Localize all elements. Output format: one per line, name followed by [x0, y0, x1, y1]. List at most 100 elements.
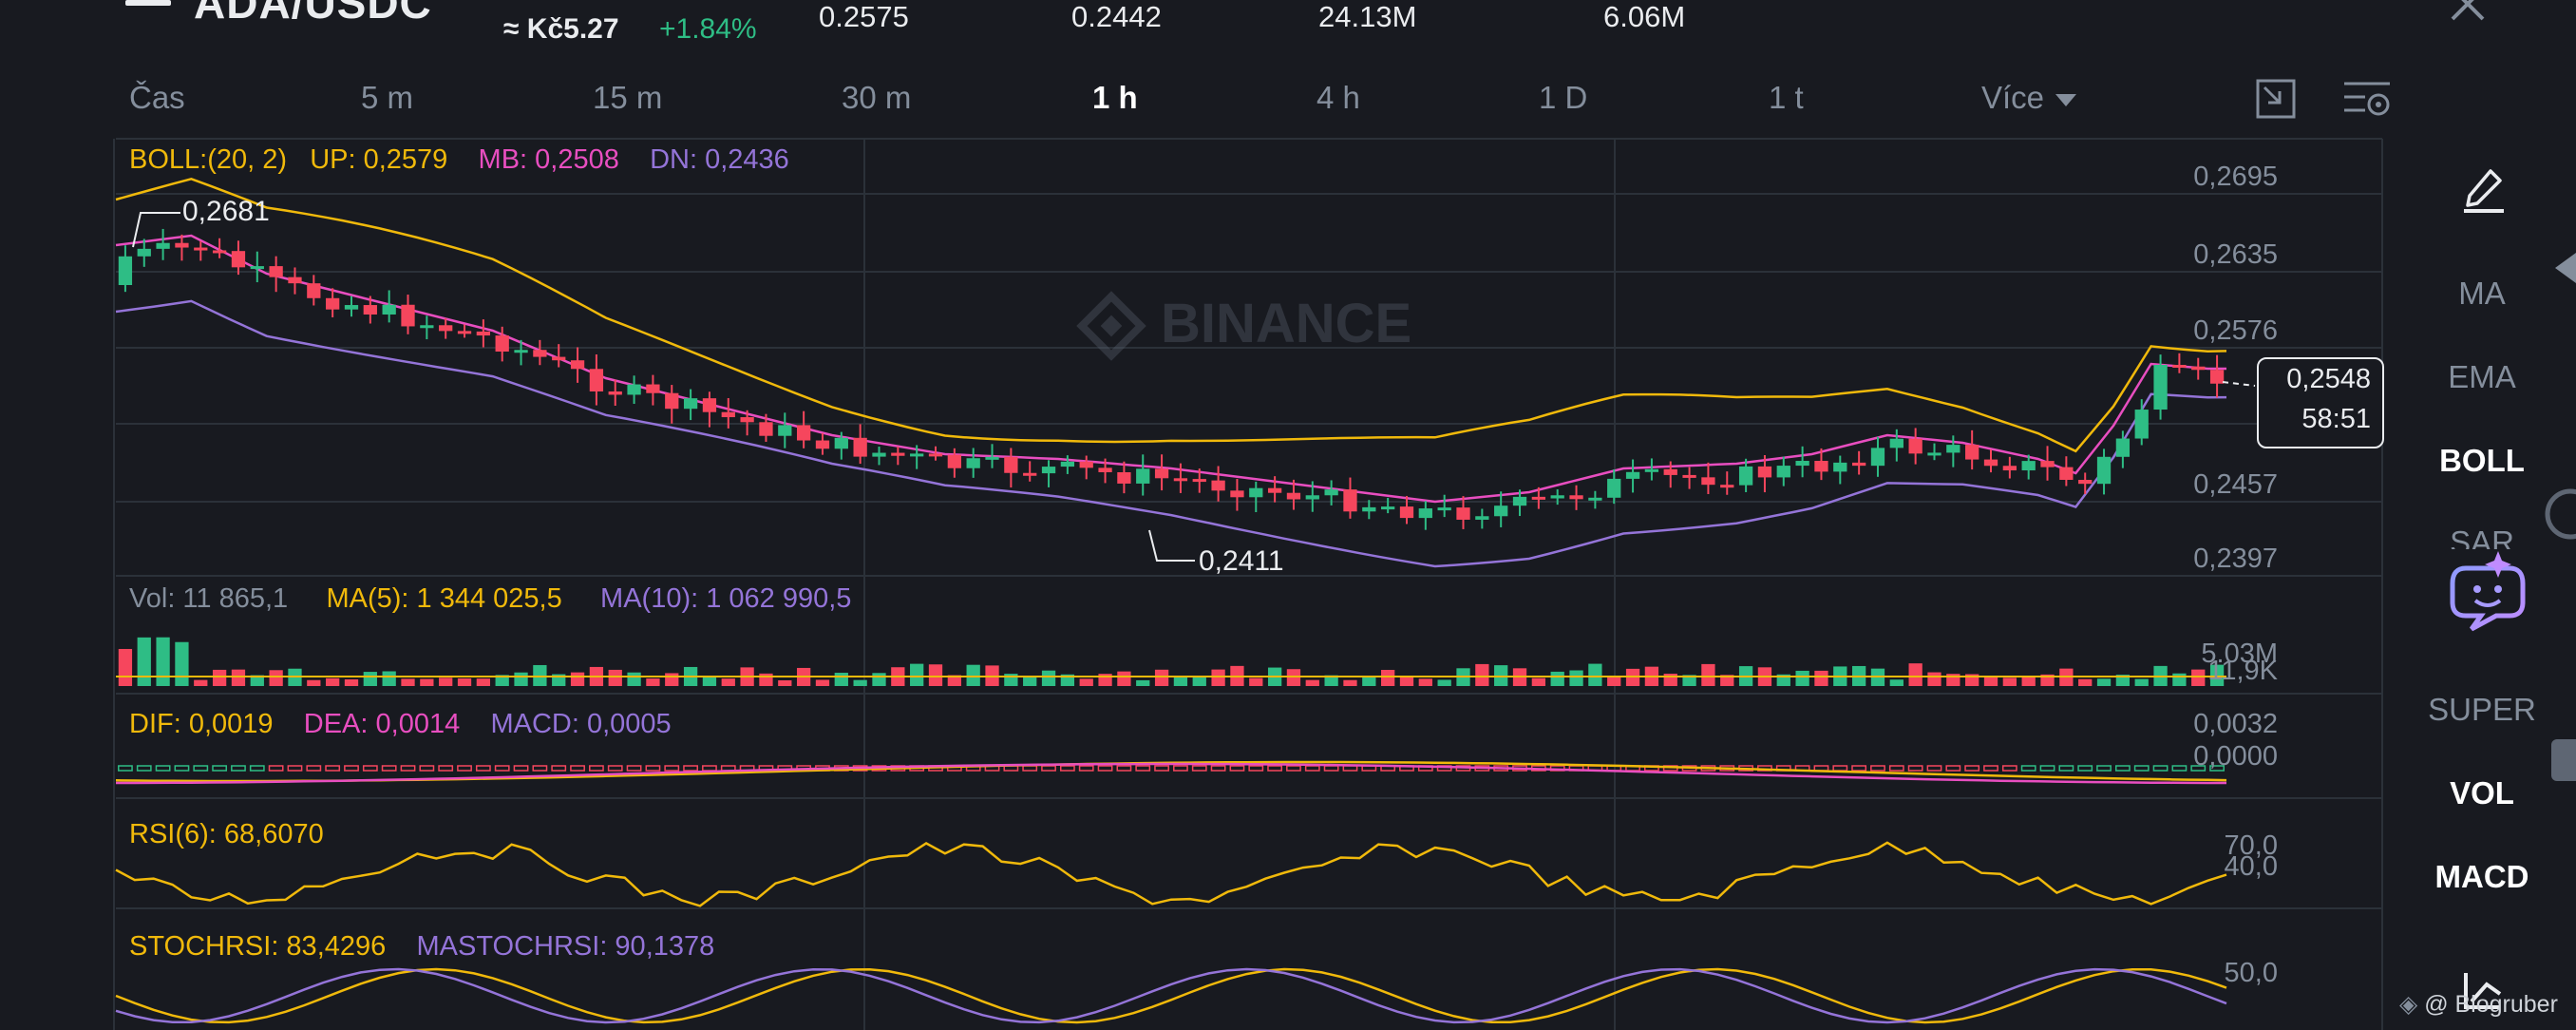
candle-body	[1908, 438, 1923, 454]
macd-bar	[212, 765, 228, 772]
rsi-line	[115, 841, 2227, 907]
candle-body	[985, 456, 999, 460]
candle-body	[1569, 495, 1583, 500]
macd-legend: DIF: 0,0019 DEA: 0,0014 MACD: 0,0005	[129, 709, 672, 740]
tab-time[interactable]: Čas	[129, 80, 185, 115]
tab-15m[interactable]: 15 m	[593, 80, 663, 115]
macd-chart	[115, 760, 2227, 785]
volume-bar	[420, 678, 434, 686]
price-axis-label: 0,2576	[2193, 315, 2278, 346]
expand-icon[interactable]	[2255, 78, 2297, 120]
candle-body	[966, 458, 980, 468]
candle-body	[815, 440, 830, 449]
candle-body	[1418, 508, 1432, 519]
sidebar-item-sar[interactable]: SAR	[2450, 525, 2514, 549]
macd-bar	[174, 765, 190, 772]
volume-bar	[1154, 669, 1169, 686]
candle-body	[740, 417, 754, 423]
boll-middle-line	[115, 234, 2226, 504]
scroll-handle[interactable]	[2551, 739, 2576, 781]
boll-legend: BOLL:(20, 2) UP: 0,2579 MB: 0,2508 DN: 0…	[129, 144, 789, 176]
candle-body	[552, 356, 566, 361]
macd-bar	[2152, 765, 2169, 772]
candle-body	[1192, 479, 1206, 483]
macd-bar	[2001, 765, 2017, 772]
draw-tool-icon[interactable]	[2462, 969, 2504, 1011]
volume-bar	[759, 673, 773, 686]
macd-bar	[2209, 765, 2225, 772]
candlesticks	[118, 228, 2225, 530]
candle-body	[1720, 485, 1734, 488]
candle-body	[1531, 496, 1546, 500]
volume-bar	[1437, 679, 1451, 686]
mastochrsi-value: MASTOCHRSI: 90,1378	[416, 931, 715, 962]
boll-lower-line	[115, 299, 2227, 568]
volume-bar	[1569, 670, 1583, 686]
menu-icon[interactable]	[125, 0, 171, 13]
chart-grid	[113, 138, 2383, 1030]
pencil-icon[interactable]	[2462, 167, 2506, 213]
macd-dif: DIF: 0,0019	[129, 709, 274, 739]
candle-body	[1889, 438, 1904, 448]
sidebar-item-boll[interactable]: BOLL	[2439, 443, 2525, 478]
candle-body	[363, 305, 377, 315]
macd-bar	[287, 765, 303, 772]
tab-more[interactable]: Více	[1981, 80, 2077, 116]
macd-bar	[419, 765, 435, 772]
macd-bar	[1926, 765, 1942, 772]
candle-body	[589, 369, 604, 391]
macd-bar	[118, 765, 133, 772]
tab-5m[interactable]: 5 m	[361, 80, 414, 115]
tab-1d[interactable]: 1 D	[1539, 80, 1588, 115]
ai-assistant-icon[interactable]	[2443, 547, 2538, 633]
toggle-handle-icon[interactable]	[2542, 486, 2576, 542]
candle-countdown: 58:51	[2301, 404, 2371, 434]
chart-settings-icon[interactable]	[2342, 78, 2396, 120]
macd-bar	[1964, 765, 1980, 772]
macd-bar	[645, 765, 661, 772]
boll-params: BOLL:(20, 2)	[129, 144, 288, 175]
volume-bar	[382, 671, 396, 686]
collapse-arrow-icon[interactable]	[2551, 251, 2576, 285]
candle-body	[1173, 478, 1188, 482]
macd-bar	[381, 765, 397, 772]
close-icon[interactable]	[2449, 0, 2487, 23]
tab-30m[interactable]: 30 m	[842, 80, 912, 115]
volume-bar	[1607, 676, 1621, 686]
macd-bar	[532, 765, 548, 772]
vol-ma5: MA(5): 1 344 025,5	[326, 583, 562, 614]
volume-bar	[1343, 679, 1357, 686]
watermark-user: @ Blogruber	[2424, 991, 2558, 1018]
macd-bar	[155, 765, 171, 772]
volume-bar	[1041, 670, 1056, 686]
volume-bar	[326, 677, 340, 686]
volume-bar	[1720, 675, 1734, 686]
macd-bar	[2114, 765, 2131, 772]
sidebar-item-ema[interactable]: EMA	[2448, 359, 2516, 394]
volume-bar	[2021, 676, 2036, 686]
macd-bar	[231, 765, 246, 772]
macd-bar	[1267, 765, 1283, 772]
volume-bar	[495, 675, 509, 686]
sidebar-item-vol[interactable]: VOL	[2450, 775, 2514, 811]
tab-4h[interactable]: 4 h	[1316, 80, 1360, 115]
volume-bar	[439, 677, 453, 686]
candle-body	[382, 304, 396, 315]
svg-text:BINANCE: BINANCE	[1161, 293, 1411, 354]
volume-bar	[1531, 677, 1546, 686]
tab-1h[interactable]: 1 h	[1092, 80, 1138, 115]
macd-bar	[1304, 765, 1320, 772]
pair-title[interactable]: ADA/USDC	[194, 0, 432, 28]
tab-1w[interactable]: 1 t	[1769, 80, 1804, 115]
volume-bar	[721, 678, 735, 686]
sidebar-item-macd[interactable]: MACD	[2434, 859, 2529, 894]
candle-body	[307, 283, 321, 298]
macd-bar	[136, 765, 152, 772]
macd-bar	[1342, 765, 1358, 772]
sidebar-item-ma[interactable]: MA	[2458, 276, 2506, 311]
candle-body	[1757, 466, 1772, 478]
boll-up: UP: 0,2579	[310, 144, 448, 175]
sidebar-item-super[interactable]: SUPER	[2428, 692, 2536, 727]
macd-bar	[362, 765, 378, 772]
